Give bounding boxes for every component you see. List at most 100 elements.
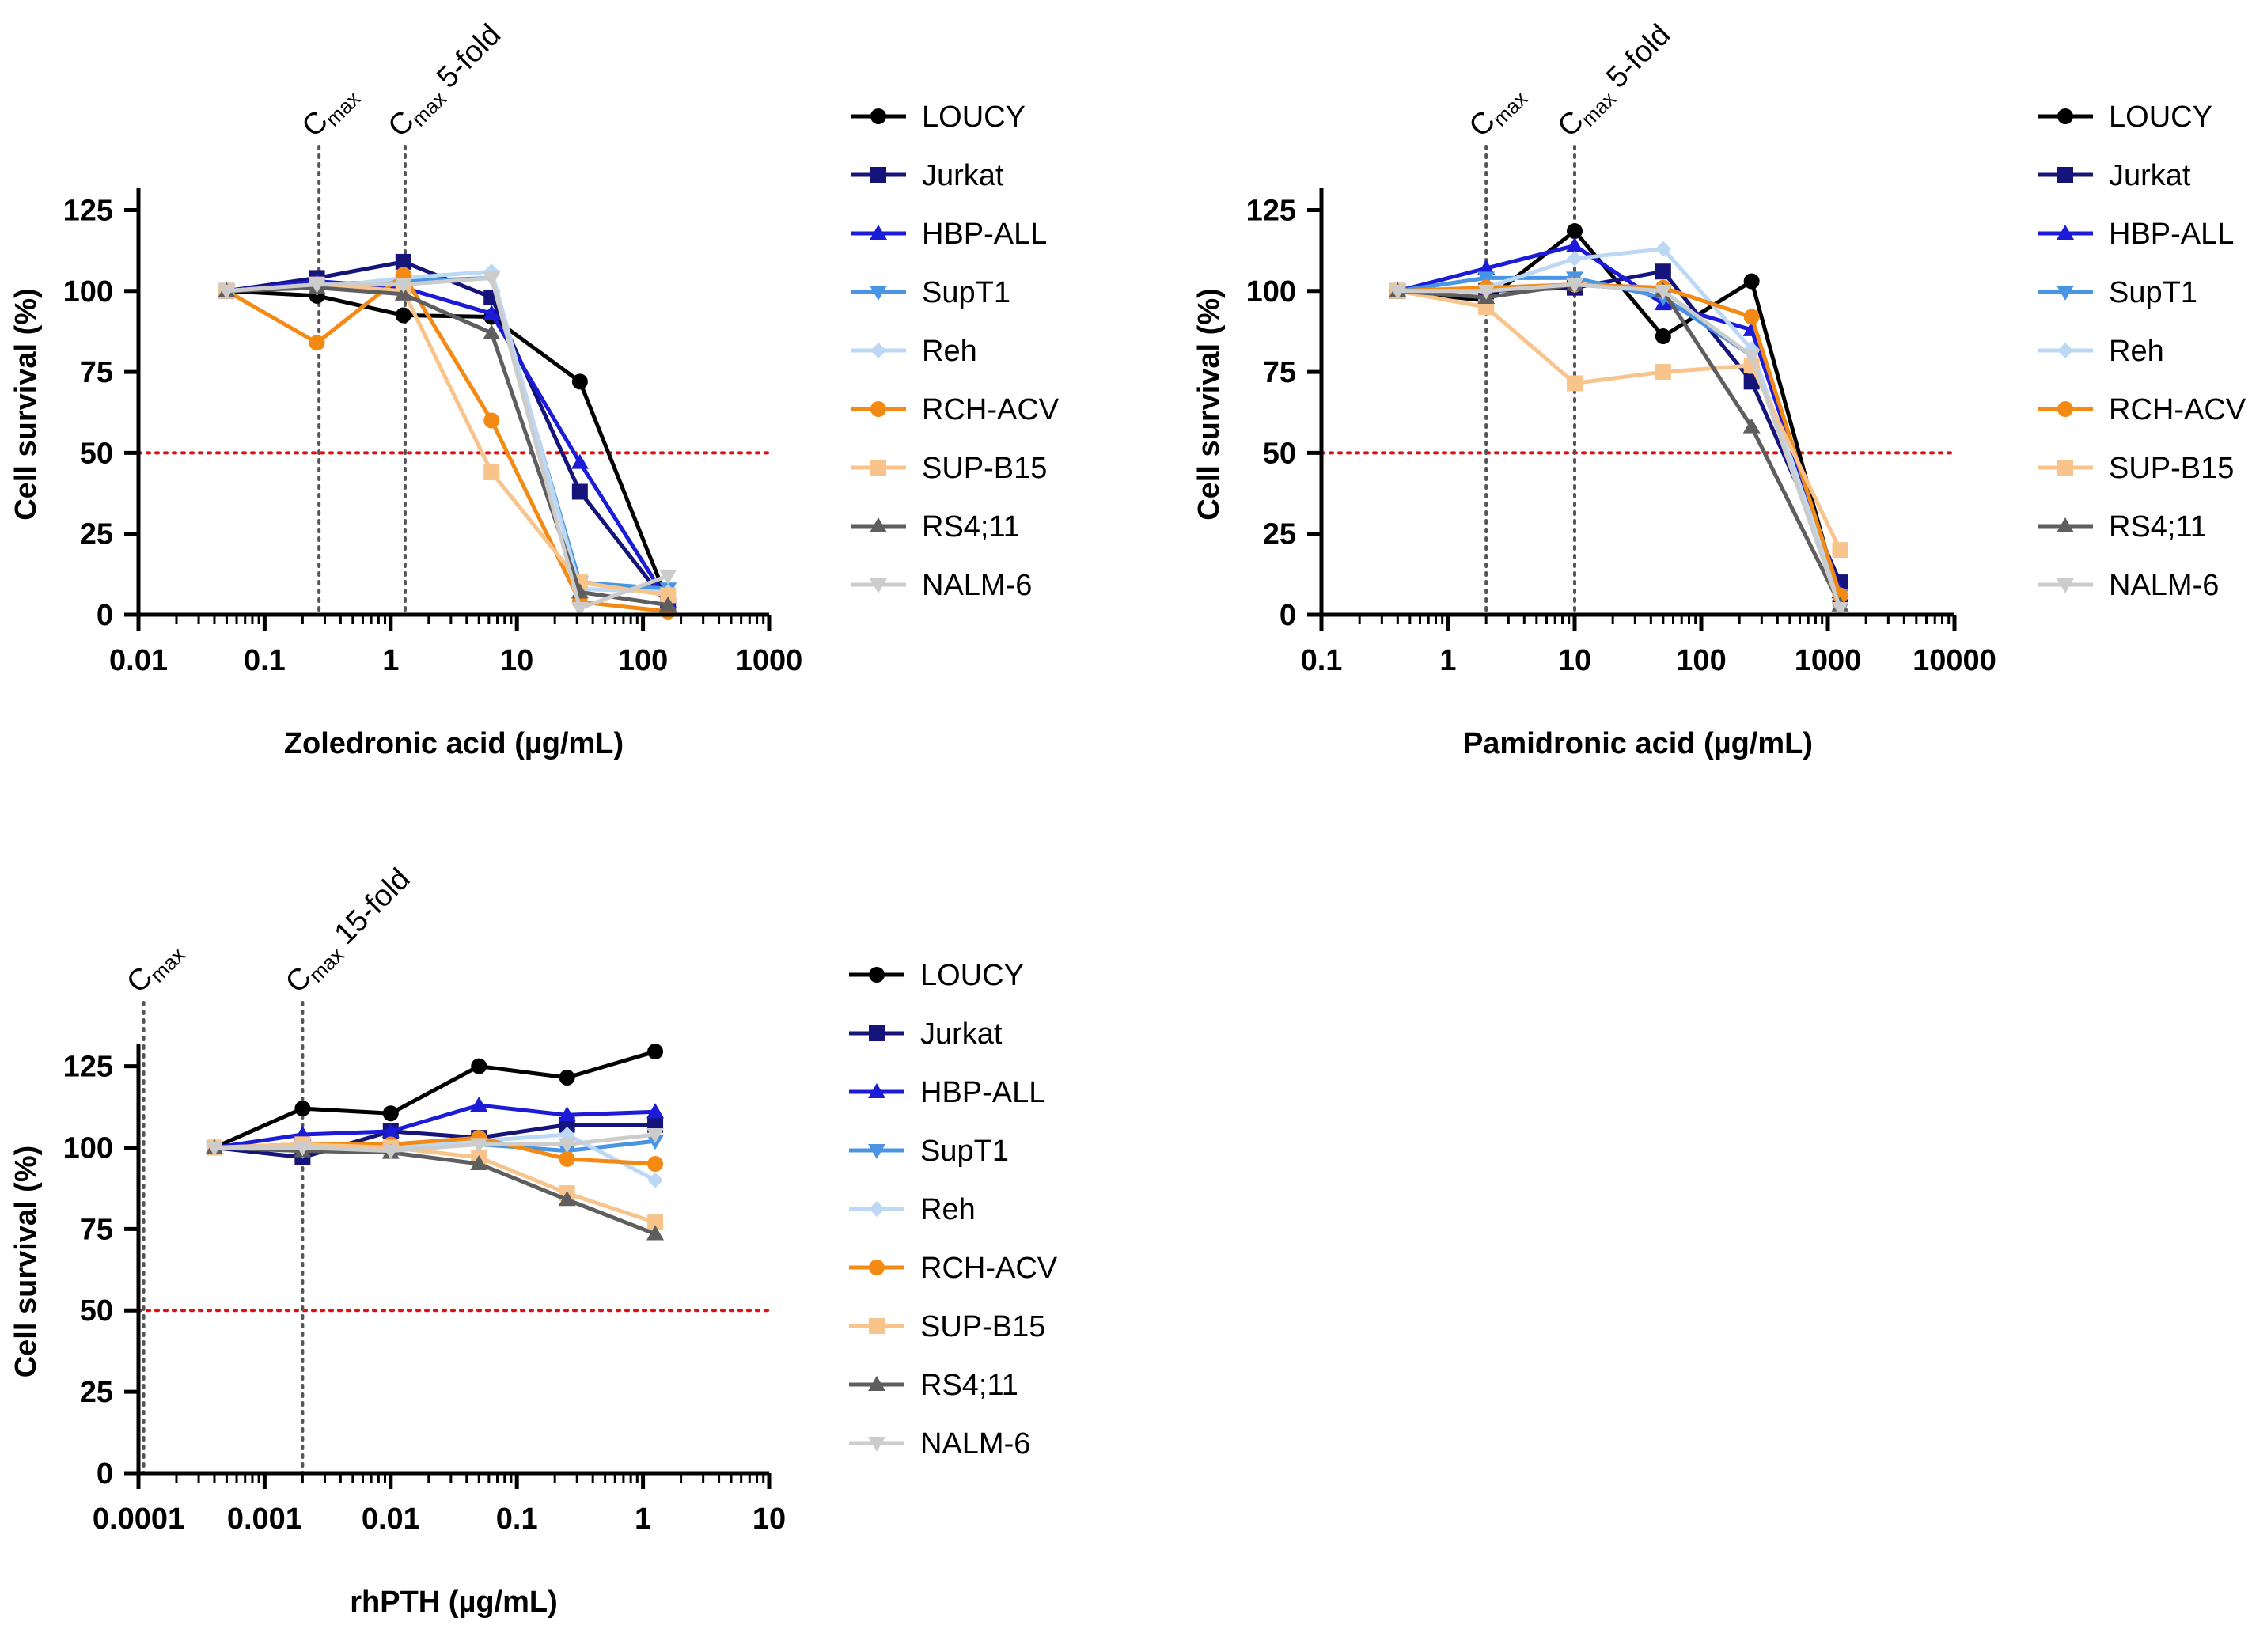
series-line-hbp-all [1397, 243, 1842, 593]
data-point [1655, 328, 1671, 345]
legend-item: RCH-ACV [2038, 393, 2246, 426]
legend-label: LOUCY [2109, 100, 2212, 134]
legend-item: NALM-6 [2038, 569, 2219, 602]
data-point [659, 569, 677, 585]
y-tick-label: 0 [97, 1457, 113, 1491]
legend-item: LOUCY [2038, 100, 2212, 134]
legend-marker [870, 578, 887, 593]
data-point [382, 1105, 399, 1122]
data-point [483, 412, 500, 429]
legend-marker [869, 1201, 885, 1217]
data-point [559, 1150, 575, 1167]
x-tick-label: 0.1 [244, 644, 286, 677]
chart-panel-3: Cmax Cmax 15-fold 0 25 50 75 100 125 0.0001 0.001… [9, 862, 1058, 1619]
data-point [647, 1044, 664, 1060]
legend-label: Reh [920, 1193, 976, 1226]
y-tick-label: 0 [1280, 599, 1296, 632]
y-tick-label: 125 [1246, 194, 1296, 227]
legend-item: SUP-B15 [2038, 452, 2234, 485]
data-point [647, 1156, 664, 1173]
y-tick-label: 25 [80, 518, 113, 551]
legend-label: NALM-6 [920, 1427, 1030, 1461]
legend-marker [870, 343, 886, 358]
legend-item: SUP-B15 [849, 1310, 1045, 1343]
legend-item: LOUCY [849, 959, 1024, 992]
legend-label: Jurkat [922, 159, 1004, 192]
legend-marker [2057, 167, 2073, 183]
reference-label-suffix: 15-fold [322, 862, 416, 957]
legend-item: RCH-ACV [851, 393, 1060, 426]
x-tick-label: 1000 [736, 644, 803, 677]
data-point [1743, 273, 1760, 290]
y-axis-title: Cell survival (%) [1192, 288, 1226, 521]
data-point [1566, 278, 1583, 294]
data-point [483, 324, 501, 339]
legend-label: Reh [922, 335, 977, 368]
data-point [308, 278, 326, 294]
legend-item: Jurkat [851, 159, 1004, 192]
legend-label: Jurkat [920, 1017, 1003, 1051]
y-axis-title: Cell survival (%) [9, 288, 43, 521]
y-tick-label: 125 [63, 1051, 113, 1084]
data-point [659, 596, 677, 612]
legend-label: HBP-ALL [922, 218, 1047, 251]
x-tick-label: 100 [1676, 644, 1726, 677]
data-point [218, 284, 236, 300]
legend-item: HBP-ALL [2038, 218, 2234, 251]
legend-marker [869, 1025, 885, 1041]
data-point [294, 1101, 311, 1117]
series-line-jurkat [1397, 269, 1842, 584]
legend-label: RCH-ACV [2109, 393, 2246, 426]
data-point [1567, 250, 1583, 267]
y-tick-label: 100 [1246, 275, 1296, 309]
legend-marker [870, 460, 886, 476]
legend-item: NALM-6 [849, 1427, 1030, 1461]
x-tick-label: 10 [500, 644, 533, 677]
x-tick-label: 1 [635, 1502, 651, 1536]
reference-label: Cmax 15-fold [279, 862, 419, 1002]
data-point [1477, 284, 1496, 300]
legend-marker [868, 1437, 885, 1452]
legend-item: Jurkat [849, 1017, 1003, 1051]
data-point [395, 307, 411, 324]
series-line-rch-acv [226, 272, 669, 614]
reference-label-suffix: 5-fold [425, 18, 507, 100]
series-line-nalm-6 [214, 1132, 656, 1154]
reference-label: Cmax 5-fold [382, 18, 510, 146]
legend-label: NALM-6 [2109, 569, 2219, 602]
data-point [470, 1096, 488, 1112]
y-tick-label: 75 [80, 356, 113, 389]
legend-marker [870, 167, 886, 183]
data-point [1567, 375, 1583, 392]
legend-label: SUP-B15 [922, 452, 1047, 485]
legend-item: SupT1 [849, 1135, 1009, 1168]
legend-item: SupT1 [2038, 276, 2197, 309]
data-point [1742, 418, 1761, 434]
reference-label: Cmax [120, 934, 189, 1002]
x-tick-label: 10 [1558, 644, 1591, 677]
data-point [1743, 309, 1760, 325]
legend-item: Reh [2038, 335, 2164, 368]
legend-label: SUP-B15 [2109, 452, 2234, 485]
series-line-jurkat [214, 1123, 656, 1160]
legend-marker [869, 1318, 885, 1334]
x-tick-label: 100 [618, 644, 668, 677]
data-point [205, 1141, 223, 1157]
y-tick-label: 25 [80, 1376, 113, 1409]
legend-marker [2057, 517, 2074, 532]
legend-label: Reh [2109, 335, 2164, 368]
series-line-loucy [213, 1049, 656, 1150]
legend-marker [2057, 108, 2073, 124]
data-point [1832, 542, 1848, 559]
series-line-loucy [1397, 229, 1842, 603]
y-tick-label: 75 [80, 1213, 113, 1246]
data-point [646, 1128, 665, 1143]
data-point [1742, 349, 1761, 365]
data-point [559, 1069, 575, 1086]
series-line-hbp-all [226, 278, 670, 603]
data-point [483, 305, 501, 320]
legend-item: Jurkat [2038, 159, 2191, 192]
legend-label: RS4;11 [2109, 510, 2207, 544]
y-tick-label: 50 [1263, 437, 1296, 470]
data-point [1389, 284, 1407, 300]
